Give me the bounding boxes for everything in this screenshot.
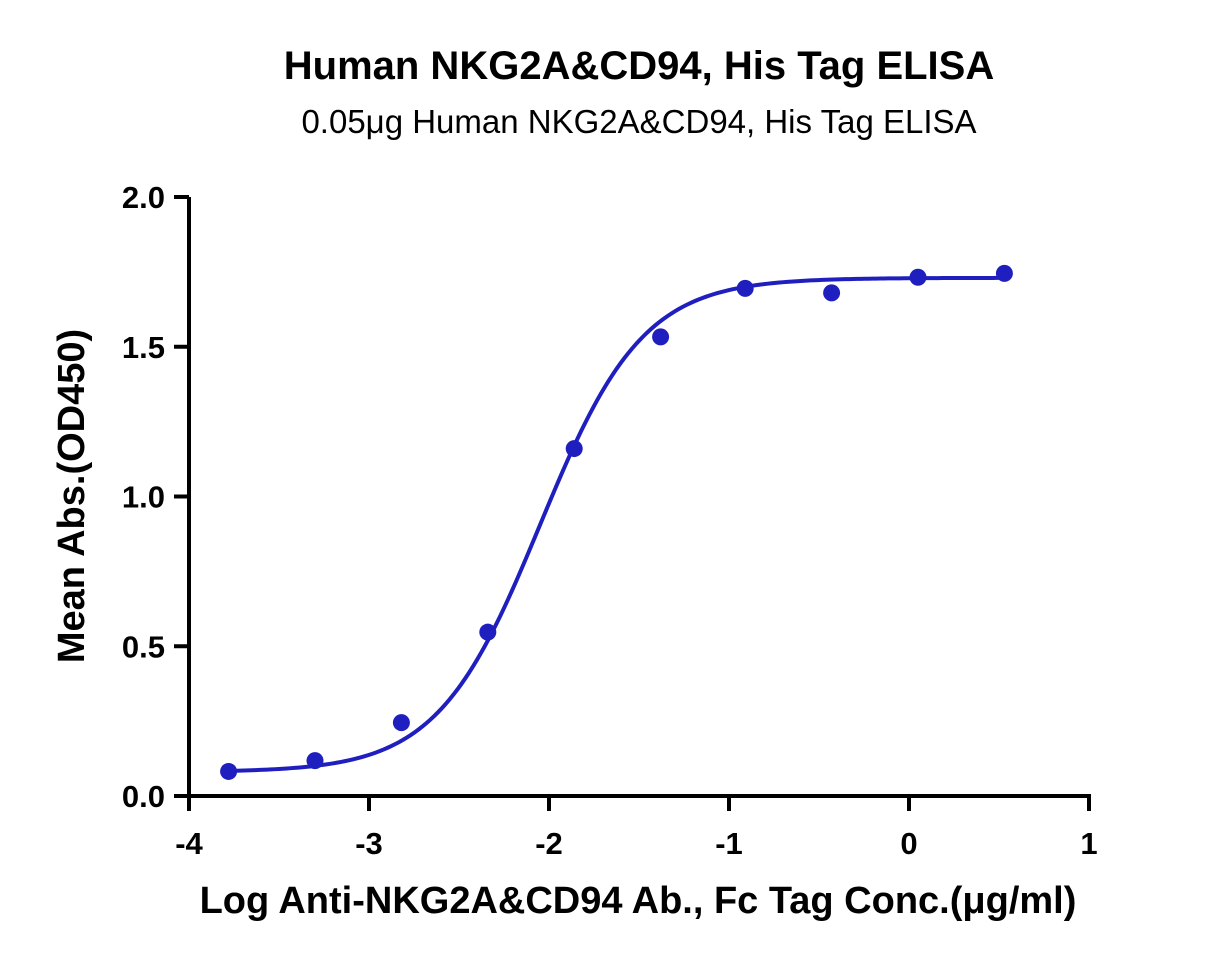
x-axis-title: Log Anti-NKG2A&CD94 Ab., Fc Tag Conc.(μg…	[200, 880, 1077, 922]
fit-curve-layer	[228, 275, 1005, 773]
y-tick-label: 2.0	[122, 180, 165, 215]
x-tick-label: 1	[1080, 826, 1097, 861]
data-points-layer	[220, 264, 1013, 780]
y-axis-title: Mean Abs.(OD450)	[51, 329, 93, 663]
x-tick-label: -4	[175, 826, 203, 861]
x-tick-label: -3	[355, 826, 383, 861]
y-tick-label: 0.0	[122, 779, 165, 814]
x-tick-label: -1	[715, 826, 743, 861]
x-tick-label: 0	[900, 826, 917, 861]
chart-subtitle: 0.05μg Human NKG2A&CD94, His Tag ELISA	[301, 103, 977, 140]
data-point	[736, 279, 754, 297]
data-point	[995, 264, 1013, 282]
y-tick-label: 0.5	[122, 629, 165, 664]
y-tick-label: 1.0	[122, 480, 165, 515]
data-point	[652, 328, 670, 346]
data-point	[823, 284, 841, 302]
fit-curve	[228, 275, 1005, 773]
x-tick-label: -2	[535, 826, 563, 861]
data-point	[565, 440, 583, 458]
y-tick-label: 1.5	[122, 330, 165, 365]
data-point	[306, 752, 324, 770]
data-point	[479, 623, 497, 641]
chart-title: Human NKG2A&CD94, His Tag ELISA	[283, 44, 995, 88]
data-point	[909, 268, 927, 286]
data-point	[220, 762, 238, 780]
data-point	[392, 714, 410, 732]
axes: 0.0 0.5 1.0 1.5 2.0 -4 -3 -2 -1 0 1	[122, 180, 1098, 861]
